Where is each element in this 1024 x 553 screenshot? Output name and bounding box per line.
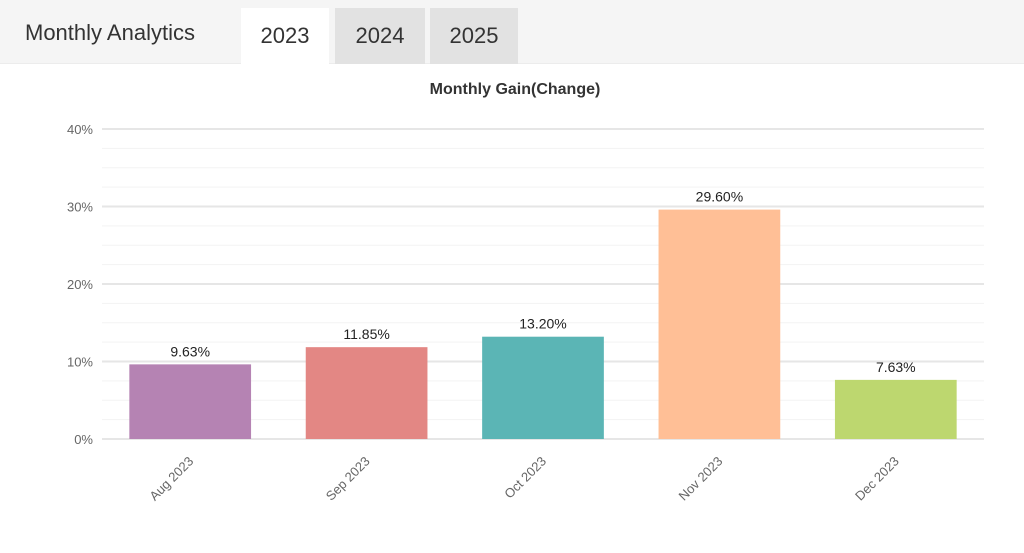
tab-2025[interactable]: 2025 [430,8,518,64]
x-tick-label: Dec 2023 [852,454,902,504]
bar [305,347,428,439]
header-bar: Monthly Analytics 2023 2024 2025 [0,0,1024,64]
bar-value-label: 29.60% [696,189,743,205]
x-tick-label: Aug 2023 [146,454,196,504]
bar-value-label: 11.85% [343,326,389,342]
bar [482,336,604,439]
y-tick-label: 20% [67,277,93,292]
bar-chart: Monthly Gain(Change) 0% 10% 20% 30% 40% 9.63%… [67,81,984,504]
y-tick-label: 10% [67,355,93,370]
bar [834,379,957,439]
chart-title: Monthly Gain(Change) [430,81,601,98]
x-tick-label: Sep 2023 [323,454,373,504]
x-tick-label: Nov 2023 [676,454,726,504]
tab-2023[interactable]: 2023 [241,8,329,64]
y-tick-label: 0% [74,432,93,447]
bar [129,364,252,439]
bar-value-label: 13.20% [519,316,566,332]
bar-value-label: 7.63% [876,359,916,375]
page-title: Monthly Analytics [25,20,195,45]
x-tick-label: Oct 2023 [501,454,549,502]
bar-value-label: 9.63% [170,343,210,359]
chart-container: Monthly Gain(Change) 0% 10% 20% 30% 40% 9.63%… [0,64,1024,548]
tab-2024[interactable]: 2024 [335,8,425,64]
y-tick-label: 30% [67,200,93,215]
bar [658,209,781,439]
y-tick-label: 40% [67,122,93,137]
